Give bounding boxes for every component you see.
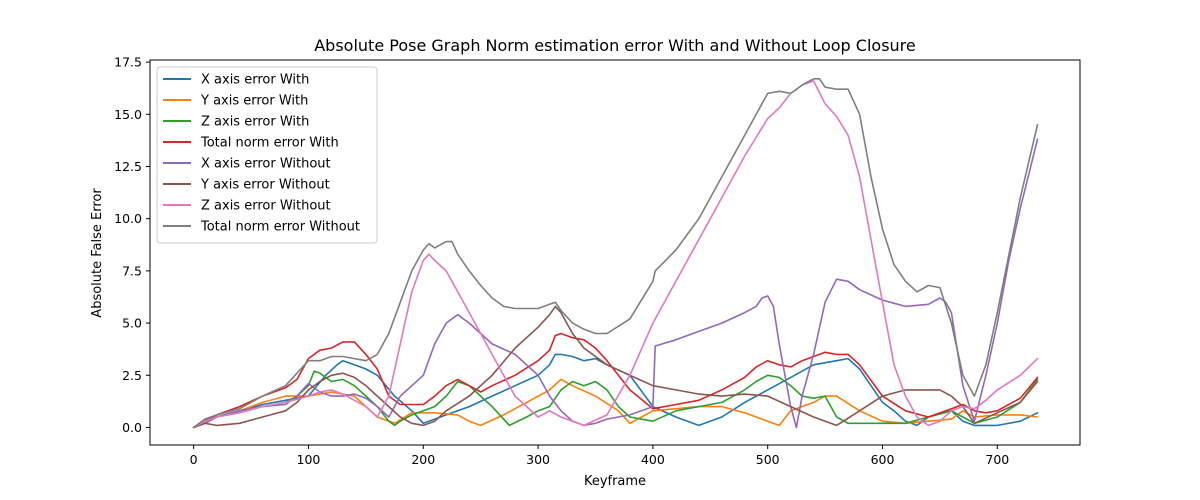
x-tick-label: 300 <box>526 452 550 467</box>
legend: X axis error With Y axis error With Z axis… <box>156 66 378 244</box>
x-axis-label: Keyframe <box>584 474 646 489</box>
y-axis-label: Absolute False Error <box>90 188 105 318</box>
x-tick-label: 200 <box>411 452 435 467</box>
series-line-5 <box>192 138 1039 429</box>
y-tick-label: 10.0 <box>114 211 142 226</box>
y-tick-label: 0.0 <box>122 420 142 435</box>
y-tick-label: 5.0 <box>122 316 142 331</box>
x-tick-label: 0 <box>190 452 198 467</box>
legend-label: Total norm error Without <box>200 220 360 235</box>
series-line-3 <box>192 370 1039 429</box>
plot-frame <box>149 59 1081 446</box>
x-tick-label: 700 <box>985 452 1009 467</box>
chart-title: Absolute Pose Graph Norm estimation erro… <box>314 36 916 55</box>
series-line-4 <box>192 332 1039 429</box>
y-tick-label: 15.0 <box>114 107 142 122</box>
legend-label: Z axis error Without <box>201 199 331 214</box>
series-line-2 <box>192 378 1039 429</box>
legend-label: Z axis error With <box>201 115 309 130</box>
x-tick-label: 400 <box>641 452 665 467</box>
y-tick-label: 17.5 <box>114 55 142 70</box>
x-tick-label: 500 <box>756 452 780 467</box>
plot-area <box>192 78 1039 429</box>
series-line-8 <box>192 78 1039 429</box>
legend-label: Y axis error With <box>200 94 308 109</box>
x-tick-label: 100 <box>297 452 321 467</box>
x-axis: 0 100 200 300 400 500 600 700 <box>190 445 1009 467</box>
y-tick-label: 7.5 <box>122 263 142 278</box>
series-line-7 <box>192 80 1039 429</box>
legend-box <box>156 66 378 244</box>
legend-label: X axis error With <box>201 73 309 88</box>
legend-label: X axis error Without <box>201 157 331 172</box>
legend-label: Total norm error With <box>200 136 339 151</box>
series-line-6 <box>192 305 1039 429</box>
series-line-1 <box>192 353 1039 429</box>
x-tick-label: 600 <box>871 452 895 467</box>
legend-label: Y axis error Without <box>200 178 330 193</box>
y-tick-label: 12.5 <box>114 159 142 174</box>
y-axis: 0.0 2.5 5.0 7.5 10.0 12.5 15.0 17.5 <box>114 55 150 435</box>
y-tick-label: 2.5 <box>122 368 142 383</box>
